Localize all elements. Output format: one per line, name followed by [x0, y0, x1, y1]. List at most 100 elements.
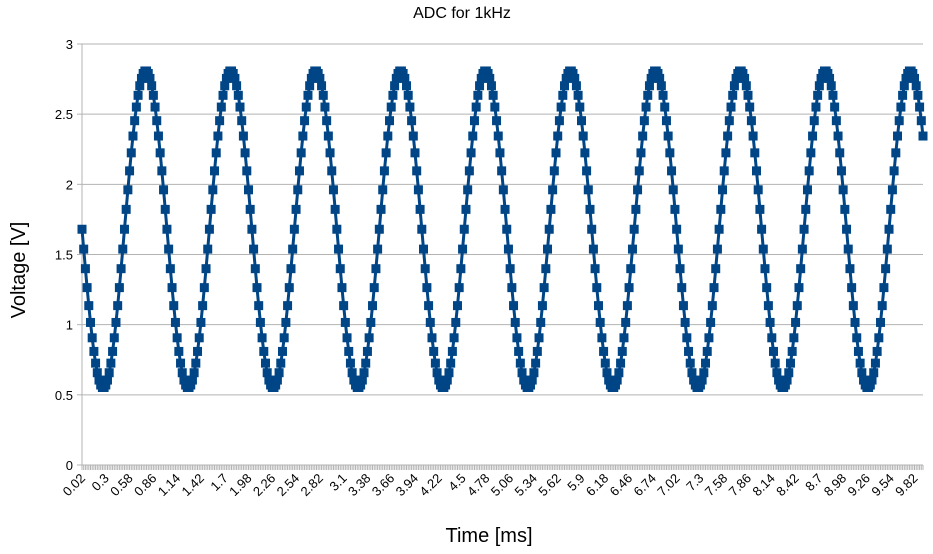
data-point — [235, 102, 245, 112]
data-point — [712, 244, 722, 254]
data-point — [853, 346, 863, 356]
data-point — [556, 102, 566, 112]
data-point — [891, 148, 901, 158]
data-point — [442, 375, 452, 385]
data-point — [780, 380, 790, 390]
data-point — [165, 264, 175, 274]
data-point — [811, 102, 821, 112]
data-point — [359, 368, 369, 378]
data-point — [619, 333, 629, 343]
data-point — [916, 116, 926, 126]
data-point — [663, 131, 673, 141]
data-point — [247, 224, 257, 234]
data-point — [385, 116, 395, 126]
data-point — [575, 102, 585, 112]
data-point — [198, 301, 208, 311]
data-point — [386, 102, 396, 112]
data-point — [791, 317, 801, 327]
data-point — [629, 224, 639, 234]
data-point — [894, 116, 904, 126]
data-point — [131, 102, 141, 112]
data-point — [281, 317, 291, 327]
data-point — [668, 185, 678, 195]
data-point — [770, 358, 780, 368]
data-point — [602, 368, 612, 378]
data-point — [427, 333, 437, 343]
data-point — [362, 346, 372, 356]
data-point — [548, 185, 558, 195]
data-point — [911, 81, 921, 91]
x-tick-label: 4.78 — [464, 471, 493, 500]
data-point — [315, 73, 325, 83]
data-point — [123, 185, 133, 195]
data-point — [750, 148, 760, 158]
data-point — [300, 116, 310, 126]
data-point — [128, 131, 138, 141]
data-point — [636, 148, 646, 158]
data-point — [867, 375, 877, 385]
data-point — [492, 116, 502, 126]
data-point — [913, 90, 923, 100]
data-point — [684, 346, 694, 356]
x-tick-label: 8.98 — [821, 471, 850, 500]
data-point — [80, 264, 90, 274]
data-point — [305, 81, 315, 91]
data-point — [836, 166, 846, 176]
data-point — [785, 358, 795, 368]
data-point — [174, 346, 184, 356]
data-point — [204, 224, 214, 234]
x-tick-label: 2.82 — [297, 471, 326, 500]
data-point — [262, 368, 272, 378]
data-point — [189, 368, 199, 378]
data-point — [656, 81, 666, 91]
data-point — [685, 358, 695, 368]
data-point — [678, 301, 688, 311]
data-point — [517, 368, 527, 378]
data-point — [740, 73, 750, 83]
data-point — [194, 333, 204, 343]
data-point — [373, 244, 383, 254]
data-point — [689, 375, 699, 385]
x-tick-label: 0.58 — [107, 471, 136, 500]
data-point — [113, 301, 123, 311]
data-point — [434, 375, 444, 385]
y-tick-label: 0 — [66, 458, 73, 473]
data-point — [876, 317, 886, 327]
data-point — [220, 81, 230, 91]
data-point — [419, 244, 428, 254]
data-point — [515, 358, 525, 368]
data-point — [597, 333, 607, 343]
data-point — [724, 116, 734, 126]
data-point — [874, 333, 884, 343]
data-point — [221, 73, 231, 83]
data-point — [447, 346, 457, 356]
x-axis-tick-labels: 0.02 0.30.580.861.141.42 1.71.982.262.542.… — [60, 471, 921, 500]
data-point — [908, 68, 918, 78]
data-point — [186, 380, 196, 390]
data-point — [746, 116, 756, 126]
data-point — [825, 73, 835, 83]
data-point — [303, 90, 313, 100]
x-tick-label: 1.42 — [179, 471, 208, 500]
data-point — [797, 244, 807, 254]
x-tick-label: 3.38 — [345, 471, 374, 500]
data-point — [422, 283, 432, 293]
data-point — [814, 81, 824, 91]
data-point — [893, 131, 903, 141]
data-point — [578, 131, 588, 141]
data-point — [388, 90, 398, 100]
data-point — [82, 283, 92, 293]
x-tick-label: 4.22 — [416, 471, 445, 500]
data-point — [702, 346, 712, 356]
data-point — [335, 264, 345, 274]
data-point — [872, 346, 882, 356]
data-point — [748, 131, 758, 141]
data-point — [670, 204, 680, 214]
data-point — [806, 148, 816, 158]
data-point — [201, 264, 211, 274]
data-point — [624, 283, 634, 293]
x-tick-label: 1.98 — [226, 471, 255, 500]
data-point — [595, 317, 605, 327]
data-point — [772, 368, 782, 378]
data-point — [626, 264, 636, 274]
